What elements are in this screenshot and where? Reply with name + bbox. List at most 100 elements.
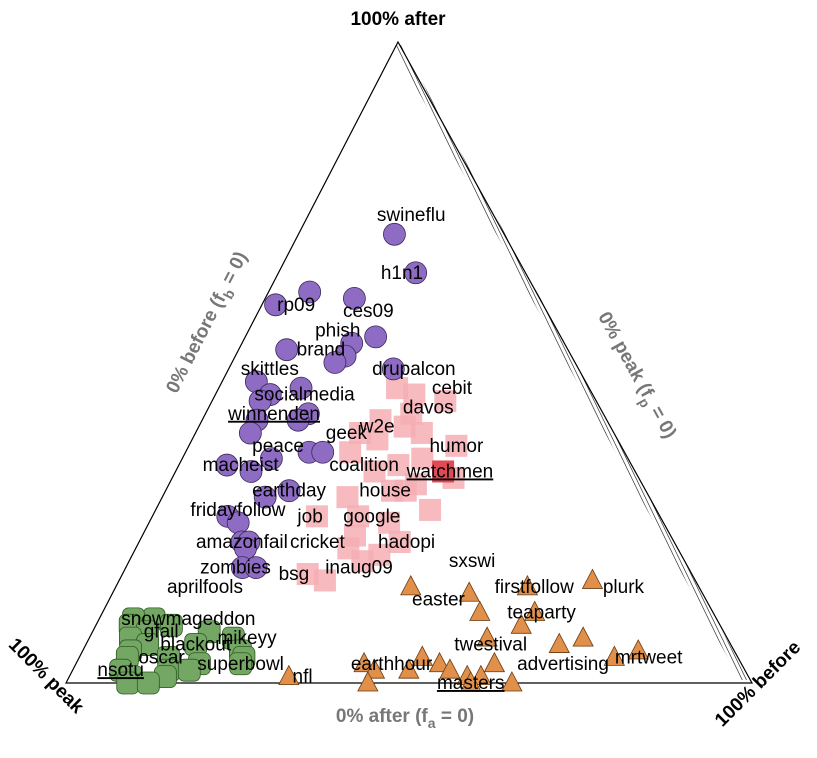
orange-marker [357, 671, 379, 692]
pink-marker [387, 454, 410, 477]
point-label-phish: phish [315, 320, 360, 341]
orange-marker [398, 658, 420, 679]
pink-marker [351, 550, 374, 573]
point-label-mrtweet: mrtweet [615, 647, 683, 668]
point-label-brand: brand [297, 340, 346, 361]
point-label-google: google [343, 506, 400, 527]
point-label-oscar: oscar [138, 647, 185, 668]
purple-marker [215, 453, 239, 477]
pink-marker [411, 447, 434, 470]
point-label-mikeyy: mikeyy [217, 628, 277, 649]
point-label-twestival: twestival [454, 635, 527, 656]
point-label-earthhour: earthhour [351, 654, 433, 675]
corner-label-left: 100% peak [4, 634, 88, 718]
corner-label-top: 100% after [350, 9, 446, 30]
point-label-zombies: zombies [200, 558, 271, 579]
orange-marker [476, 626, 498, 647]
orange-marker [278, 664, 300, 685]
purple-marker [253, 485, 277, 509]
pink-marker [336, 486, 359, 509]
point-label-humor: humor [429, 436, 484, 457]
point-label-ces09: ces09 [343, 301, 394, 322]
purple-marker [286, 408, 310, 432]
purple-marker [364, 325, 388, 349]
point-label-drupalcon: drupalcon [372, 359, 455, 380]
purple-marker [264, 293, 288, 317]
purple-marker [404, 261, 428, 285]
orange-marker [411, 645, 433, 666]
point-label-aprilfools: aprilfools [167, 577, 243, 598]
point-label-macheist: macheist [203, 455, 280, 476]
purple-marker [381, 357, 405, 381]
point-label-bsg: bsg [279, 564, 310, 585]
pink-marker [305, 505, 328, 528]
point-label-davos: davos [403, 397, 454, 418]
pink-marker [445, 434, 468, 457]
pink-marker [363, 460, 386, 483]
purple-marker [383, 222, 406, 246]
point-label-peace: peace [252, 436, 304, 457]
red-marker [432, 460, 455, 483]
point-label-superbowl: superbowl [197, 654, 284, 675]
purple-marker [311, 440, 335, 464]
purple-marker [275, 338, 299, 362]
point-label-sxswi: sxswi [449, 551, 495, 572]
orange-marker [572, 626, 594, 647]
pink-marker [368, 543, 391, 566]
purple-marker [244, 556, 268, 580]
purple-marker [277, 479, 301, 503]
point-label-hadopi: hadopi [378, 532, 435, 553]
pink-marker [410, 422, 433, 445]
point-label-skittles: skittles [241, 359, 299, 380]
orange-marker [470, 664, 492, 685]
purple-marker [259, 447, 283, 471]
orange-marker [460, 671, 482, 692]
point-label-h1n1: h1n1 [381, 263, 423, 284]
pink-marker [313, 569, 336, 592]
pink-marker [378, 511, 401, 534]
point-label-swineflu: swineflu [377, 205, 446, 226]
pink-marker [386, 377, 409, 400]
point-label-firstfollow: firstfollow [495, 577, 574, 598]
pink-marker [296, 563, 319, 586]
point-label-house: house [359, 481, 411, 502]
orange-marker [510, 613, 532, 634]
pink-marker [419, 498, 442, 521]
orange-marker [524, 600, 546, 621]
point-label-job: job [296, 506, 322, 527]
purple-marker [289, 376, 313, 400]
green-marker [136, 671, 160, 695]
orange-marker [469, 600, 491, 621]
pink-marker [394, 479, 417, 502]
point-label-earthday: earthday [252, 481, 326, 502]
point-label-cebit: cebit [432, 378, 473, 399]
orange-marker [353, 651, 375, 673]
edge-label-right: 0% peak (fp = 0) [590, 309, 680, 445]
orange-marker [516, 574, 539, 596]
orange-marker [548, 632, 570, 653]
pink-marker [393, 415, 416, 438]
pink-marker [339, 441, 362, 464]
point-label-masters: masters [437, 673, 505, 694]
corner-label-right: 100% before [711, 637, 805, 731]
pink-marker [388, 530, 411, 553]
point-label-plurk: plurk [603, 577, 645, 598]
point-label-w2e: w2e [359, 417, 395, 438]
orange-marker [603, 645, 626, 666]
purple-marker [238, 421, 262, 445]
orange-marker [458, 581, 480, 602]
point-label-rp09: rp09 [277, 295, 315, 316]
green-marker [177, 658, 201, 682]
point-label-cricket: cricket [290, 532, 346, 553]
purple-marker [342, 286, 366, 310]
green-marker [229, 652, 253, 676]
markers-layer [109, 222, 649, 695]
point-label-nfl: nfl [293, 667, 313, 688]
point-label-advertising: advertising [517, 654, 609, 675]
purple-marker [323, 351, 347, 374]
triangle-frame [65, 40, 754, 684]
pink-marker [403, 383, 426, 406]
pink-marker [434, 389, 457, 412]
point-label-snowmageddon: snowmageddon [121, 609, 255, 630]
